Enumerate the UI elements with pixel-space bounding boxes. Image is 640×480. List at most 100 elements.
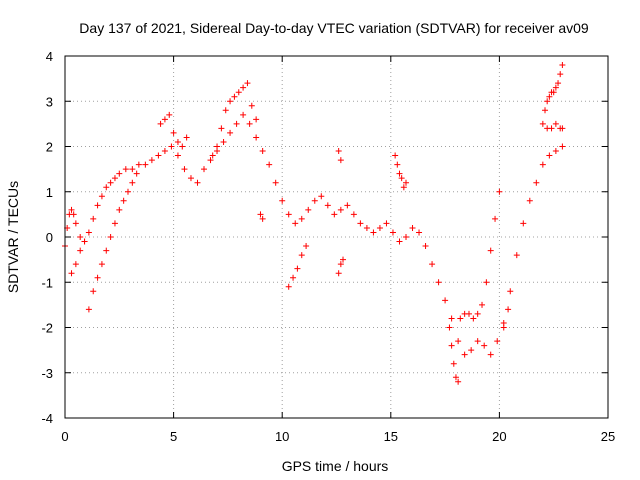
data-point <box>155 152 162 159</box>
data-point <box>168 143 175 150</box>
data-point <box>161 116 168 123</box>
data-point <box>85 306 92 313</box>
data-point <box>157 120 164 127</box>
data-point <box>505 306 512 313</box>
data-point <box>214 143 221 150</box>
data-point <box>544 98 551 105</box>
grid-lines <box>65 56 608 418</box>
data-point <box>181 166 188 173</box>
data-point <box>446 324 453 331</box>
x-tick-label: 20 <box>492 429 506 444</box>
data-point <box>559 62 566 69</box>
y-tick-label: 1 <box>46 185 53 200</box>
data-point <box>546 152 553 159</box>
data-point <box>344 202 351 209</box>
data-point <box>77 234 84 240</box>
data-point <box>305 206 312 213</box>
data-point <box>474 338 481 345</box>
data-point <box>285 283 292 290</box>
data-point <box>542 107 549 114</box>
data-point <box>124 188 131 195</box>
data-point <box>324 202 331 209</box>
data-point <box>116 170 123 177</box>
data-point <box>201 166 208 173</box>
data-point <box>98 261 105 268</box>
data-point <box>318 193 325 200</box>
data-point <box>403 234 410 240</box>
data-point <box>546 93 553 100</box>
data-point <box>292 220 299 227</box>
x-tick-label: 10 <box>275 429 289 444</box>
plot-frame <box>64 55 609 419</box>
x-tick-label: 15 <box>384 429 398 444</box>
data-point <box>335 270 342 277</box>
data-point <box>240 111 247 118</box>
data-point <box>174 138 181 145</box>
data-point <box>394 161 401 168</box>
data-point <box>555 80 562 87</box>
data-point <box>520 220 527 227</box>
data-point <box>559 143 566 150</box>
data-point <box>526 197 533 204</box>
data-point <box>450 360 457 367</box>
axis-ticks: 0 5 10 15 20 25 -4 -3 -2 -1 0 1 2 3 4 <box>41 49 615 444</box>
data-point <box>376 224 383 231</box>
data-point <box>111 175 118 182</box>
data-point <box>227 98 234 105</box>
x-axis-label: GPS time / hours <box>282 458 389 474</box>
data-point <box>222 107 229 114</box>
data-point <box>209 152 216 159</box>
y-axis-label: SDTVAR / TECUs <box>5 181 21 293</box>
data-point <box>396 170 403 177</box>
y-tick-label: 4 <box>46 49 53 64</box>
data-point <box>161 148 168 155</box>
data-point <box>129 166 136 173</box>
data-point <box>470 315 477 322</box>
y-tick-label: -3 <box>41 366 53 381</box>
data-point <box>70 211 77 218</box>
data-point <box>259 148 266 155</box>
data-point <box>174 152 181 159</box>
y-tick-label: -2 <box>41 321 53 336</box>
data-point <box>494 338 501 345</box>
data-point <box>487 247 494 254</box>
data-point <box>465 310 472 317</box>
data-point <box>398 175 405 182</box>
data-point <box>552 84 559 91</box>
data-point <box>452 374 459 381</box>
data-point <box>179 143 186 150</box>
data-point <box>81 238 88 245</box>
data-point <box>111 220 118 227</box>
data-point <box>455 378 462 385</box>
data-point <box>77 247 84 254</box>
data-point <box>337 157 344 164</box>
data-point <box>107 234 114 240</box>
data-point <box>218 125 225 132</box>
data-point <box>337 206 344 213</box>
data-point <box>246 120 253 127</box>
data-point <box>194 179 201 186</box>
y-tick-label: 3 <box>46 94 53 109</box>
data-point <box>142 161 149 168</box>
data-point <box>442 297 449 304</box>
data-point <box>550 89 557 96</box>
data-point <box>257 211 264 218</box>
data-point <box>363 224 370 231</box>
data-point <box>279 197 286 204</box>
x-tick-label: 0 <box>61 429 68 444</box>
data-point <box>103 247 110 254</box>
chart-title: Day 137 of 2021, Sidereal Day-to-day VTE… <box>79 20 589 36</box>
data-point <box>479 301 486 308</box>
data-point <box>133 170 140 177</box>
data-point <box>507 288 514 295</box>
data-point <box>98 193 105 200</box>
data-point <box>474 310 481 317</box>
data-point <box>400 184 407 191</box>
data-point <box>259 215 266 222</box>
data-point <box>429 261 436 268</box>
data-point <box>166 111 173 118</box>
y-tick-label: 0 <box>46 230 53 245</box>
data-point <box>298 252 305 259</box>
data-point <box>392 152 399 159</box>
